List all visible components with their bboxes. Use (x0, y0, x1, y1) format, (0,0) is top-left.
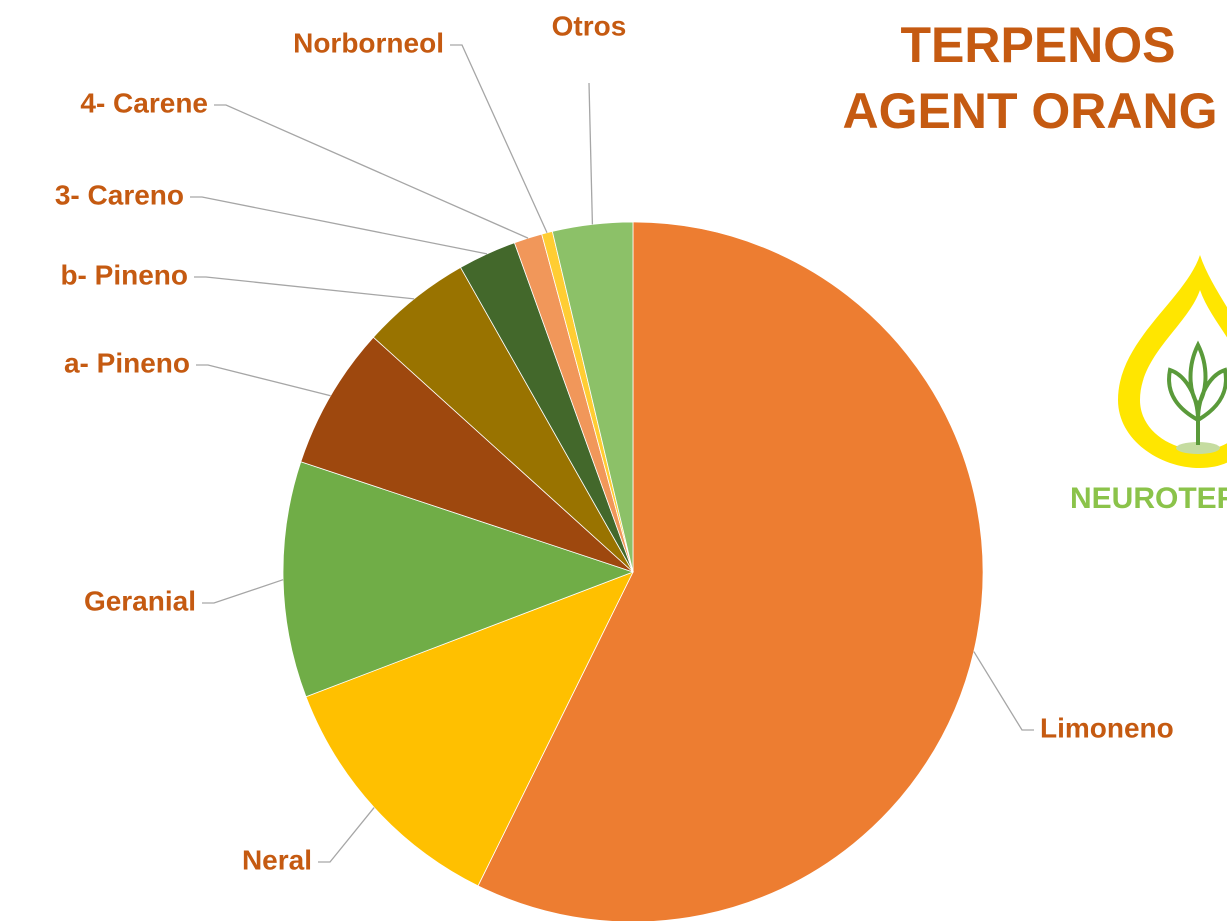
slice-label: 4- Carene (80, 87, 208, 118)
leader-line (196, 364, 331, 397)
leader-line (194, 276, 415, 300)
chart-title: TERPENOS (900, 17, 1175, 73)
slice-label: Neral (242, 844, 312, 875)
leader-line (588, 82, 594, 225)
slice-label: a- Pineno (64, 347, 190, 378)
leader-line (214, 104, 529, 239)
pie-slice (305, 571, 634, 887)
leader-line (190, 196, 488, 255)
slice-label: 3- Careno (55, 179, 184, 210)
slice-label: Norborneol (293, 27, 444, 58)
slice-label: b- Pineno (60, 259, 188, 290)
logo-text: NEUROTER (1070, 482, 1227, 515)
slice-label: Otros (552, 10, 627, 41)
logo: NEUROTER (1070, 255, 1227, 515)
leader-line (318, 807, 375, 863)
leader-line (973, 651, 1034, 731)
leader-line (450, 44, 548, 233)
logo-plant (1167, 340, 1227, 445)
leader-line (202, 579, 284, 604)
chart-title: AGENT ORANG (843, 83, 1218, 139)
slice-label: Geranial (84, 585, 196, 616)
slice-label: Limoneno (1040, 712, 1174, 743)
pie-slice (551, 221, 634, 573)
logo-drop-inner (1140, 290, 1227, 450)
logo-ground (1176, 442, 1220, 454)
